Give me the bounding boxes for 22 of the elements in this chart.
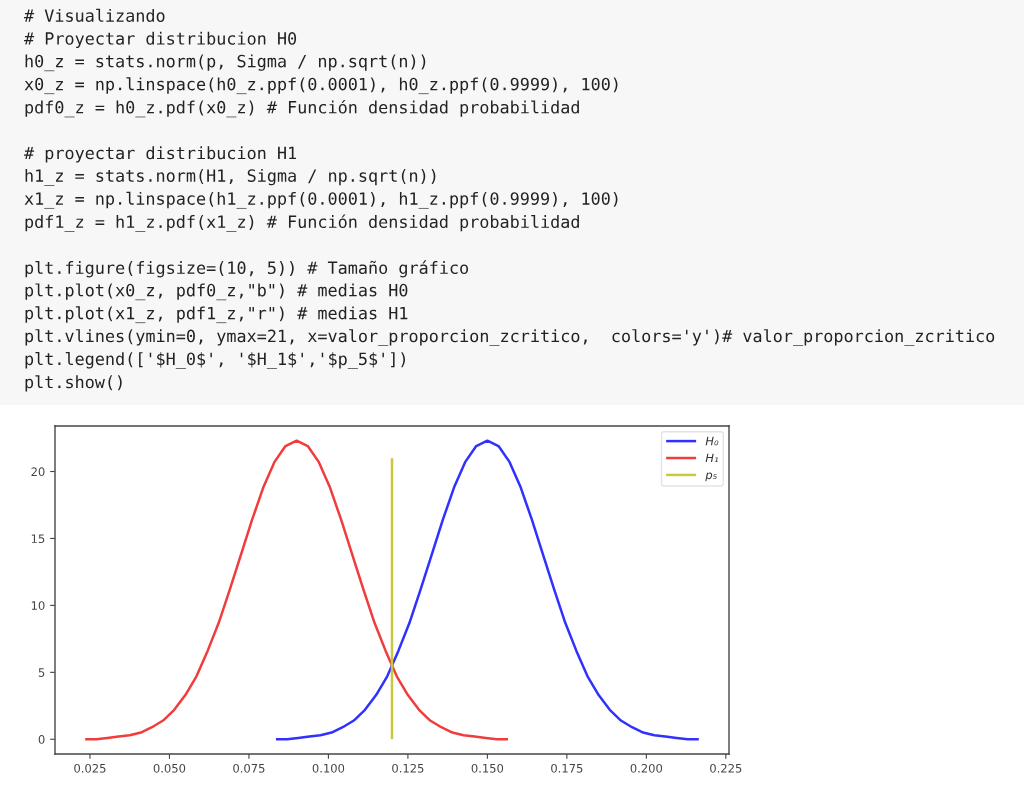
text: plt.figure(figsize=(10, 5)) # Tamaño gráfico plt.plot(x0_z, pdf0_z,"b") # medias H0 plt.plot(x1_z, pdf1_z,"r") # medias H1 plt.vlines(ymin=0, ymax=21, x=valor_proporcion_zcritico, colors='y')# valor_proporcion_zcritico plt.legend(['$H_0$', '$H_1$','$p_5$']) plt.show(): [25, 260, 995, 392]
legend-label: H₁: [705, 453, 718, 463]
legend-label: H₀: [705, 436, 719, 446]
line-series: [274, 439, 701, 741]
y-tick-label: 0: [38, 735, 45, 744]
x-tick-label: 0.200: [630, 763, 663, 773]
x-tick-label: 0.125: [392, 763, 424, 773]
text: # proyectar distribucion H1 h1_z = stats.norm(H1, Sigma / np.sqrt(n)) x1_z = np.linspace(h1_z.ppf(0.0001), h1_z.ppf(0.9999), 100) pdf1_z = h1_z.pdf(x1_z) # Función densidad probabilidad: [24, 146, 618, 232]
x-tick-label: 0.050: [153, 763, 186, 773]
legend-label: p₅: [705, 472, 717, 482]
y-tick-label: 15: [31, 534, 45, 543]
x-tick-label: 0.225: [710, 763, 742, 773]
x-tick-label: 0.150: [471, 763, 504, 773]
x-tick-label: 0.175: [551, 763, 583, 773]
y-tick-label: 20: [31, 467, 45, 477]
x-tick-label: 0.025: [74, 763, 106, 773]
y-tick-label: 10: [31, 601, 45, 610]
line-series: [83, 439, 510, 741]
x-tick-label: 0.075: [233, 763, 265, 773]
text: # Visualizando # Proyectar distribucion H0 h0_z = stats.norm(p, Sigma / np.sqrt(n)) x0_z = np.linspace(h0_z.ppf(0.0001), h0_z.ppf(0.9999), 100) pdf0_z = h0_z.pdf(x0_z) # Función densidad probabilidad: [24, 8, 618, 118]
x-tick-label: 0.100: [312, 763, 345, 773]
y-tick-label: 5: [38, 668, 45, 677]
